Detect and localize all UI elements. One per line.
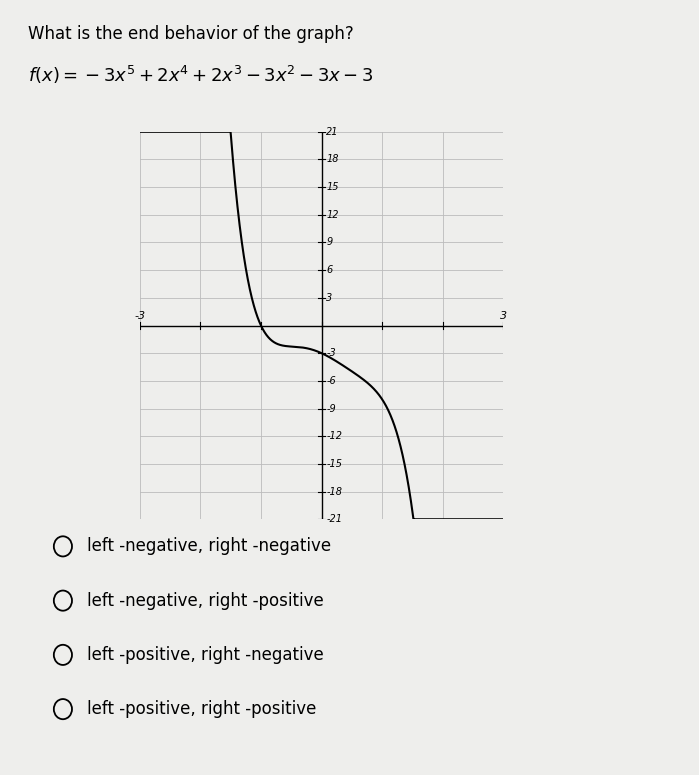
Text: left -negative, right -positive: left -negative, right -positive <box>87 591 324 610</box>
Text: What is the end behavior of the graph?: What is the end behavior of the graph? <box>28 25 354 43</box>
Text: left -negative, right -negative: left -negative, right -negative <box>87 537 331 556</box>
Text: 9: 9 <box>326 237 333 247</box>
Text: -15: -15 <box>326 459 343 469</box>
Text: -6: -6 <box>326 376 336 386</box>
Text: 12: 12 <box>326 210 339 220</box>
Text: left -positive, right -negative: left -positive, right -negative <box>87 646 324 664</box>
Text: 3: 3 <box>326 293 333 303</box>
Text: -12: -12 <box>326 431 343 441</box>
Text: -9: -9 <box>326 404 336 414</box>
Text: 21: 21 <box>326 127 339 136</box>
Text: $f(x) = -3x^5 + 2x^4 + 2x^3 - 3x^2 - 3x - 3$: $f(x) = -3x^5 + 2x^4 + 2x^3 - 3x^2 - 3x … <box>28 64 373 86</box>
Text: 3: 3 <box>500 311 507 321</box>
Text: -21: -21 <box>326 515 343 524</box>
Text: left -positive, right -positive: left -positive, right -positive <box>87 700 317 718</box>
Text: 6: 6 <box>326 265 333 275</box>
Text: 18: 18 <box>326 154 339 164</box>
Text: 15: 15 <box>326 182 339 192</box>
Text: -3: -3 <box>134 311 145 321</box>
Text: -3: -3 <box>326 348 336 358</box>
Text: -18: -18 <box>326 487 343 497</box>
